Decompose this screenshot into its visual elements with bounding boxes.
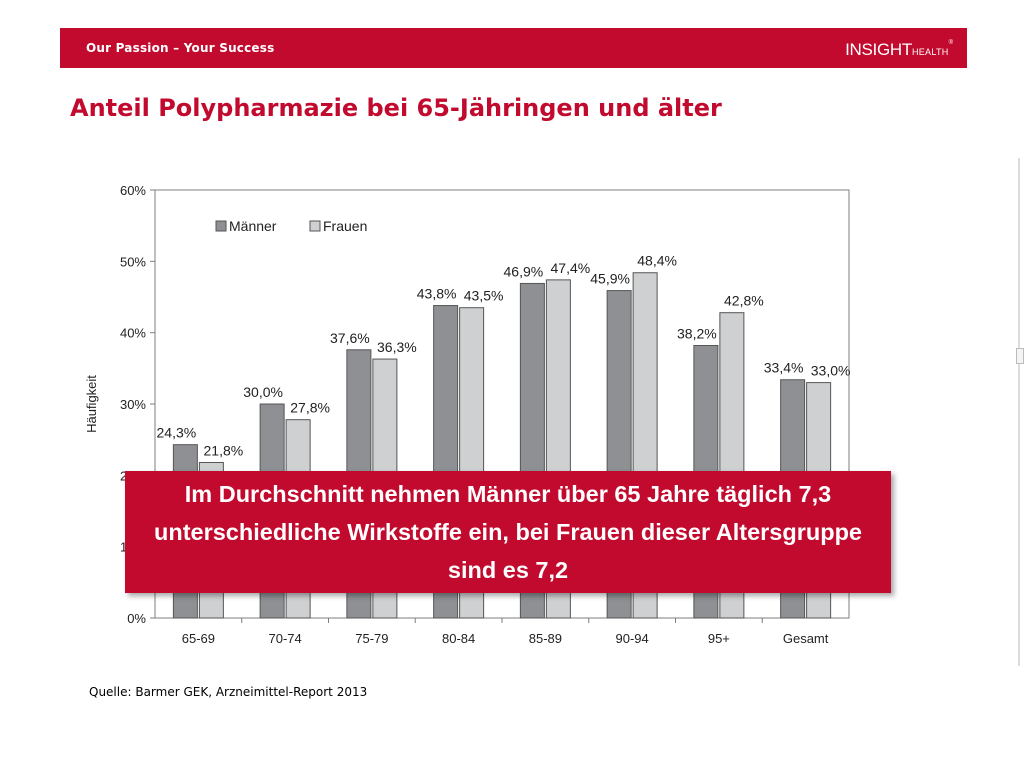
- x-tick-label: 75-79: [355, 631, 388, 646]
- tagline: Our Passion – Your Success: [86, 41, 275, 55]
- scrollbar-track[interactable]: [1018, 158, 1020, 666]
- insight-health-logo: INSIGHTHEALTH®: [845, 40, 953, 60]
- data-label-frauen: 47,4%: [551, 260, 591, 276]
- legend-label-maenner: Männer: [229, 218, 277, 234]
- legend-swatch-maenner: [215, 220, 227, 232]
- data-label-maenner: 30,0%: [243, 384, 283, 400]
- header-bar: Our Passion – Your Success INSIGHTHEALTH…: [60, 28, 967, 68]
- x-tick-label: 70-74: [269, 631, 302, 646]
- data-label-frauen: 48,4%: [637, 253, 677, 269]
- data-label-maenner: 43,8%: [417, 286, 457, 302]
- x-tick-label: Gesamt: [783, 631, 829, 646]
- x-tick-label: 90-94: [616, 631, 649, 646]
- data-label-maenner: 45,9%: [590, 271, 630, 287]
- data-label-frauen: 43,5%: [464, 288, 504, 304]
- y-axis-label: Häufigkeit: [84, 375, 99, 433]
- data-label-frauen: 21,8%: [204, 442, 244, 458]
- logo-main-text: INSIGHT: [845, 40, 912, 59]
- data-label-maenner: 38,2%: [677, 326, 717, 342]
- logo-sub-text: HEALTH: [911, 47, 949, 57]
- source-note: Quelle: Barmer GEK, Arzneimittel-Report …: [89, 685, 368, 699]
- y-tick-label: 60%: [120, 183, 146, 198]
- x-tick-label: 85-89: [529, 631, 562, 646]
- y-tick-label: 0%: [127, 611, 146, 626]
- x-tick-label: 95+: [708, 631, 730, 646]
- x-tick-label: 65-69: [182, 631, 215, 646]
- legend-label-frauen: Frauen: [323, 218, 367, 234]
- y-tick-label: 40%: [120, 326, 146, 341]
- summary-callout: Im Durchschnitt nehmen Männer über 65 Ja…: [125, 471, 891, 593]
- callout-text: Im Durchschnitt nehmen Männer über 65 Ja…: [153, 481, 862, 583]
- data-label-maenner: 37,6%: [330, 330, 370, 346]
- slide-title: Anteil Polypharmazie bei 65-Jähringen un…: [70, 94, 722, 122]
- legend-swatch-frauen: [309, 220, 321, 232]
- data-label-frauen: 27,8%: [290, 400, 330, 416]
- y-tick-label: 30%: [120, 397, 146, 412]
- data-label-maenner: 33,4%: [764, 360, 804, 376]
- data-label-maenner: 24,3%: [157, 425, 197, 441]
- logo-trademark: ®: [948, 40, 953, 46]
- y-tick-label: 50%: [120, 254, 146, 269]
- data-label-maenner: 46,9%: [504, 263, 544, 279]
- data-label-frauen: 33,0%: [811, 363, 851, 379]
- scrollbar-handle[interactable]: [1016, 348, 1024, 364]
- data-label-frauen: 42,8%: [724, 293, 764, 309]
- x-tick-label: 80-84: [442, 631, 475, 646]
- data-label-frauen: 36,3%: [377, 339, 417, 355]
